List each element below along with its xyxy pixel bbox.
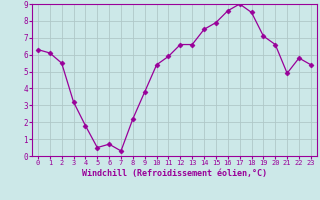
X-axis label: Windchill (Refroidissement éolien,°C): Windchill (Refroidissement éolien,°C) [82,169,267,178]
